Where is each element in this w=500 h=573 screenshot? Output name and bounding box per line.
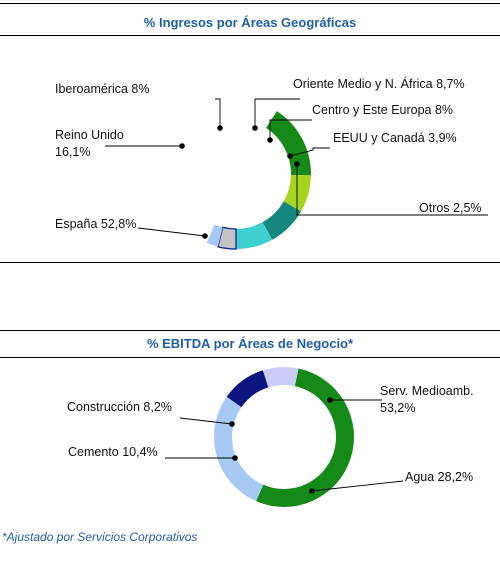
slice-label-construccion: Construcción 8,2% — [67, 400, 172, 414]
slice-label-serv-medioamb: Serv. Medioamb. — [380, 384, 474, 398]
slice-label-iberoamerica: Iberoamérica 8% — [55, 82, 150, 96]
pie-slice-espana — [160, 98, 277, 244]
slice-label-centro-y-este-europa: Centro y Este Europa 8% — [312, 103, 453, 117]
slice-label-reino-unido: Reino Unido — [55, 128, 124, 142]
leader-line-espana — [137, 227, 206, 237]
leader-line-oriente-medio-y-n-africa — [254, 98, 300, 128]
leader-line-centro-y-este-europa — [269, 119, 312, 140]
chart1-donut: España 52,8% Reino Unido 16,1% Iberoamérica… — [55, 76, 488, 250]
leader-dot-oriente-medio-y-n-africa — [252, 125, 258, 131]
leader-dot-otros — [294, 161, 300, 167]
pie-slice-centro-y-este-europa — [236, 222, 273, 249]
pie-slice-reino-unido — [266, 111, 311, 176]
leader-line-otros — [296, 164, 488, 216]
pie-slice-eeuu-y-canada — [217, 226, 237, 250]
leader-dot-centro-y-este-europa — [267, 137, 273, 143]
pie-slice-otros — [206, 224, 223, 247]
pie-slice-agua — [214, 396, 264, 502]
bottom-rule-1 — [0, 262, 500, 263]
chart1-title: % Ingresos por Áreas Geográficas — [143, 15, 357, 30]
slice-label-espana: España 52,8% — [55, 217, 136, 231]
leader-line-iberoamerica — [215, 98, 221, 128]
footnote: *Ajustado por Servicios Corporativos — [2, 530, 198, 544]
slice-label-cemento: Cemento 10,4% — [68, 445, 158, 459]
top-rule-1 — [0, 3, 500, 4]
pie-slice-oriente-medio-y-n-africa — [262, 201, 302, 240]
leader-dot-eeuu-y-canada — [287, 153, 293, 159]
leader-dot-espana — [202, 233, 208, 239]
leader-dot-agua — [309, 488, 315, 494]
leader-line-agua — [311, 480, 404, 492]
slice-label-agua: Agua 28,2% — [405, 470, 473, 484]
title-rule-2 — [0, 357, 500, 358]
slice-label-otros: Otros 2,5% — [419, 201, 482, 215]
slice-label-oriente-medio-y-n-africa: Oriente Medio y N. África 8,7% — [293, 76, 465, 91]
chart2-title: % EBITDA por Áreas de Negocio* — [146, 336, 354, 351]
leader-dot-construccion — [229, 421, 235, 427]
pie-slice-cemento — [226, 370, 269, 408]
leader-dot-cemento — [232, 455, 238, 461]
top-rule-2 — [0, 330, 500, 331]
leader-line-construccion — [179, 417, 233, 425]
leader-dot-iberoamerica — [217, 125, 223, 131]
title-rule-1 — [0, 35, 500, 36]
pie-slice-construccion — [262, 367, 299, 388]
slice-label-eeuu-y-canada: EEUU y Canadá 3,9% — [333, 131, 457, 145]
pie-slice-serv-medioamb — [256, 368, 355, 507]
leader-dot-serv-medioamb — [327, 397, 333, 403]
leader-line-eeuu-y-canada — [289, 147, 330, 157]
slice-label-serv-medioamb: 53,2% — [380, 401, 415, 415]
leader-dot-reino-unido — [179, 143, 185, 149]
slice-label-reino-unido: 16,1% — [55, 145, 90, 159]
